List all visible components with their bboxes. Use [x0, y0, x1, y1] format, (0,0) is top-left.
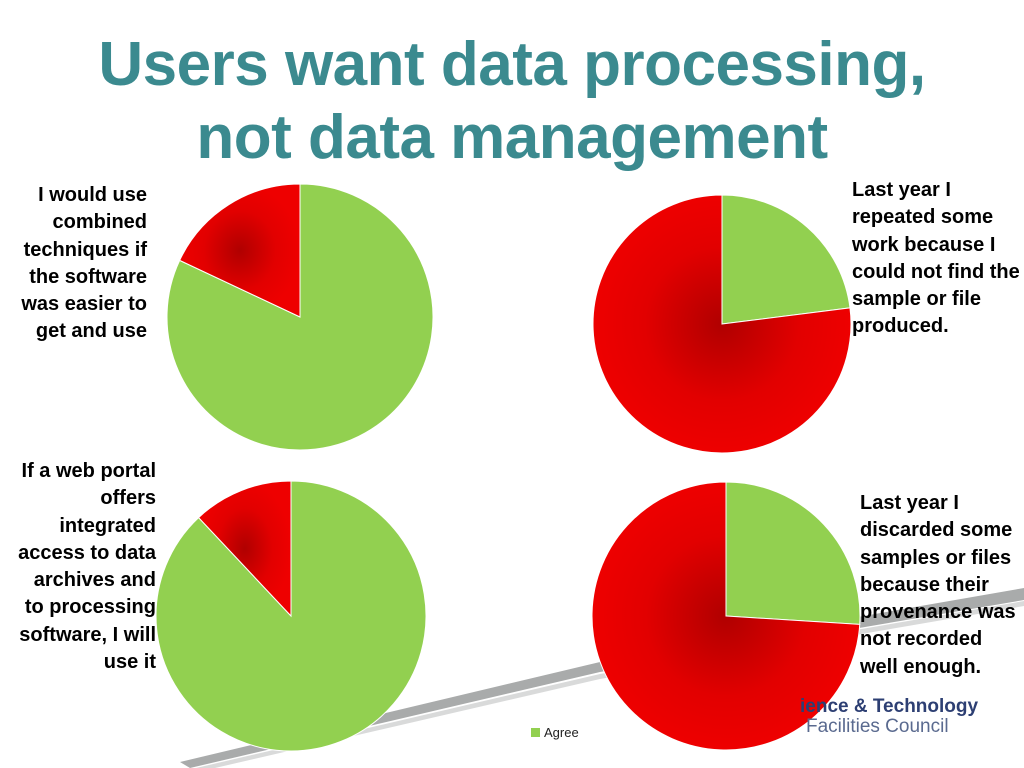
- pie-label-discarded-samples: Last year I discarded some samples or fi…: [860, 492, 1016, 678]
- slide-title: Users want data processing, not data man…: [0, 28, 1024, 174]
- pie-3-slice-other: [591, 481, 861, 751]
- legend-swatch-agree: [531, 728, 540, 737]
- decorative-swoosh-light: [196, 601, 1024, 768]
- pie-label-repeated-work: Last year I repeated some work because I…: [852, 179, 1020, 338]
- pie-label-combined-techniques: I would use combined techniques if the s…: [21, 184, 147, 343]
- legend-label-agree: Agree: [544, 725, 579, 740]
- pie-2-slice-other: [197, 480, 292, 618]
- title-line-1: Users want data processing,: [98, 30, 926, 99]
- pie-3-slice-agree: [725, 481, 861, 625]
- pie-0-slice-other: [178, 183, 301, 318]
- title-line-2: not data management: [196, 103, 828, 172]
- logo-line-1: ience & Technology: [800, 696, 979, 717]
- pie-label-web-portal: If a web portal offers integrated access…: [18, 460, 156, 674]
- pie-1-slice-agree: [721, 194, 851, 325]
- chart-legend: Agree: [531, 725, 579, 740]
- pie-1-slice-other: [592, 194, 852, 454]
- logo-line-2: Facilities Council: [806, 716, 949, 737]
- stfc-logo: ience & Technology Facilities Council: [800, 697, 978, 737]
